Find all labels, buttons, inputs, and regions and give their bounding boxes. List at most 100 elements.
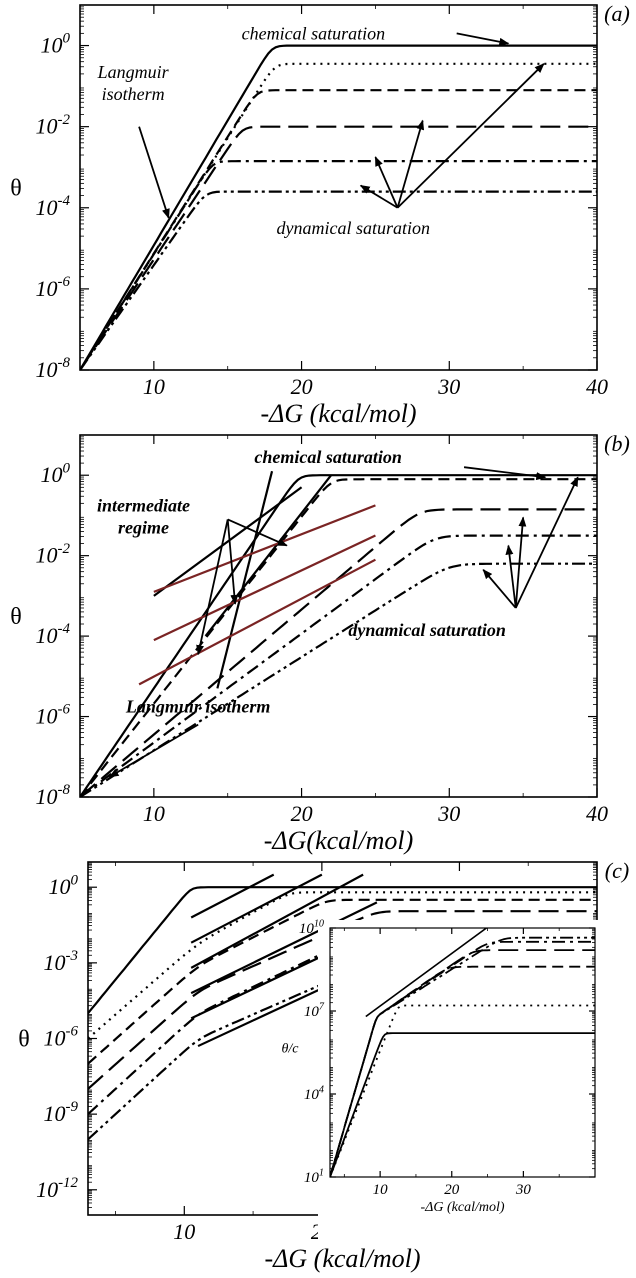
y-tick-label: 100 — [49, 872, 79, 899]
annotation-label: dynamical saturation — [348, 620, 506, 640]
y-tick-label: 10-8 — [36, 782, 71, 809]
x-axis-title: -ΔG (kcal/mol) — [260, 399, 416, 428]
annotation-arrow — [482, 568, 517, 609]
series-longdash-line — [80, 125, 597, 370]
y-tick-label: 10-8 — [36, 355, 71, 382]
inset-background — [318, 920, 623, 1239]
x-axis-title: -ΔG (kcal/mol) — [420, 1200, 504, 1215]
y-tick-label: 10-4 — [36, 193, 71, 220]
plot-area — [88, 873, 597, 1141]
annotation-arrow — [396, 119, 425, 209]
annotation-arrow — [359, 184, 399, 209]
y-tick-label: 10-2 — [36, 541, 71, 568]
panel-1: 100 10-2 10-4 10-6 10-8 10 20 30 40 chemical satu… — [10, 431, 630, 855]
series-solid-line — [80, 44, 597, 370]
series-dotted-line — [88, 891, 597, 1040]
x-axis-title: -ΔG (kcal/mol) — [264, 1244, 420, 1273]
plot-frame — [329, 927, 596, 1178]
y-axis-title: θ — [10, 604, 22, 630]
y-tick-label: 100 — [41, 460, 71, 487]
panel-label: (a) — [604, 1, 630, 26]
annotation-arrow — [226, 519, 239, 605]
annotation-arrow — [196, 519, 229, 656]
x-tick-label: 10 — [143, 374, 165, 399]
y-tick-label: 101 — [304, 1167, 324, 1186]
y-tick-label: 10-2 — [36, 112, 71, 139]
fit-line — [190, 901, 378, 995]
series-longdash-line — [88, 910, 597, 1090]
annotation-arrow — [514, 476, 579, 609]
x-tick-label: 10 — [373, 1182, 389, 1198]
series-dashdotdot-line — [330, 936, 595, 1177]
x-tick-label: 30 — [437, 374, 460, 399]
annotation-arrow — [138, 126, 170, 219]
y-tick-label: 104 — [304, 1084, 324, 1103]
y-tick-label: 1010 — [299, 918, 324, 937]
annotation-label: isotherm — [102, 84, 165, 104]
series-dashdotdot-line — [80, 190, 597, 370]
fit-line — [190, 873, 364, 969]
plot-frame — [79, 434, 598, 798]
x-tick-label: 20 — [291, 374, 313, 399]
annotation-arrow — [456, 32, 510, 46]
plot-area — [80, 44, 597, 370]
fit-line — [190, 873, 323, 944]
annotation-label: regime — [118, 517, 169, 537]
annotation-label: Langmuir isotherm — [125, 697, 271, 717]
panel-label: (b) — [604, 431, 630, 456]
fit-line — [153, 504, 376, 593]
y-tick-label: 10-6 — [36, 274, 71, 301]
annotation-label: chemical saturation — [242, 23, 385, 43]
x-tick-label: 30 — [515, 1182, 532, 1198]
annotation-label: dynamical saturation — [277, 218, 431, 238]
y-tick-label: 10-6 — [44, 1024, 79, 1051]
panel-label: (c) — [605, 858, 629, 883]
y-tick-label: 10-12 — [36, 1175, 78, 1202]
series-dash-line — [80, 478, 597, 797]
series-solid-line — [330, 1032, 595, 1177]
y-tick-label: 10-4 — [36, 621, 71, 648]
x-tick-label: 20 — [444, 1182, 460, 1198]
annotation-label: Langmuir — [97, 62, 170, 82]
x-axis-title: -ΔG(kcal/mol) — [264, 826, 414, 855]
y-tick-label: 100 — [41, 31, 71, 58]
x-tick-label: 40 — [586, 801, 608, 826]
fit-line — [153, 534, 376, 642]
y-tick-label: 107 — [304, 1001, 325, 1020]
x-tick-label: 20 — [291, 801, 313, 826]
series-dotted-line — [330, 1004, 595, 1177]
series-dash-line — [88, 898, 597, 1065]
y-axis-title: θ — [18, 1027, 30, 1053]
annotation-label: intermediate — [97, 495, 190, 515]
annotation-arrow — [505, 544, 517, 609]
annotation-arrow — [108, 723, 199, 778]
fit-line — [216, 470, 274, 689]
fit-line — [365, 928, 488, 1018]
y-tick-label: 10-3 — [44, 948, 78, 975]
annotation-label: chemical saturation — [254, 447, 402, 467]
fit-line — [204, 474, 332, 637]
x-tick-label: 40 — [586, 374, 608, 399]
annotation-arrow — [227, 518, 288, 547]
annotation-arrow — [514, 516, 527, 609]
series-dashdot-line — [80, 160, 597, 370]
series-dashdot-line — [88, 926, 597, 1115]
annotation-arrow — [374, 156, 399, 209]
annotation-arrow — [463, 466, 547, 481]
fit-line — [153, 486, 303, 597]
annotation-arrow — [396, 63, 545, 209]
series-dotted-line — [80, 62, 597, 370]
series-dashdot-line — [80, 534, 597, 797]
y-tick-label: 10-9 — [44, 1099, 79, 1126]
x-tick-label: 10 — [173, 1219, 195, 1244]
series-solid-line — [88, 886, 597, 1014]
fit-line — [190, 873, 275, 919]
y-axis-title: θ — [10, 176, 22, 202]
x-tick-label: 10 — [143, 801, 165, 826]
y-axis-title: θ/c — [282, 1042, 300, 1057]
fit-line — [138, 558, 376, 686]
x-tick-label: 30 — [437, 801, 460, 826]
